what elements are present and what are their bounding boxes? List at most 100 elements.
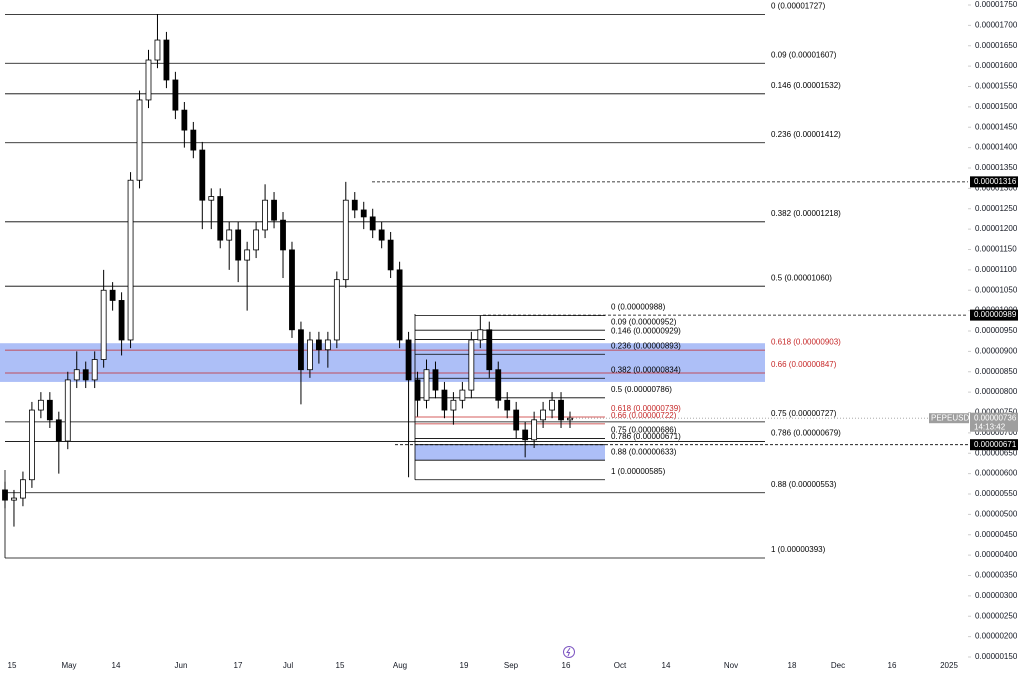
y-tick-label: 0.00001150 bbox=[975, 245, 1017, 254]
candle-body bbox=[342, 199, 349, 281]
zone bbox=[415, 444, 605, 461]
candle-body bbox=[298, 329, 304, 371]
candle-body bbox=[82, 369, 89, 381]
x-tick-label: 15 bbox=[336, 661, 345, 670]
y-tick-label: 0.00000400 bbox=[975, 550, 1018, 559]
y-tick-label: 0.00000350 bbox=[975, 571, 1018, 580]
y-tick-label: 0.00000650 bbox=[975, 448, 1018, 457]
price-box bbox=[970, 176, 1018, 188]
y-tick-label: 0.00001100 bbox=[975, 265, 1017, 274]
y-tick-label: 0.00001050 bbox=[975, 285, 1018, 294]
x-tick-label: 18 bbox=[788, 661, 797, 670]
fib-label: 0.786 (0.00000671) bbox=[611, 432, 681, 441]
candle-body bbox=[396, 269, 403, 341]
candle-body bbox=[172, 79, 179, 111]
candle-body bbox=[181, 109, 188, 131]
candle-body bbox=[2, 489, 8, 501]
fib-label: 0 (0.00001727) bbox=[771, 1, 826, 10]
fib-label: 0.618 (0.00000739) bbox=[611, 404, 681, 413]
candle-body bbox=[441, 389, 448, 411]
y-tick-label: 0.00001500 bbox=[975, 102, 1018, 111]
candle-body bbox=[37, 399, 44, 411]
candle-body bbox=[64, 379, 71, 442]
candle-body bbox=[11, 497, 17, 501]
fib-label: 0.382 (0.00001218) bbox=[771, 209, 841, 218]
y-tick-label: 0.00001250 bbox=[975, 204, 1018, 213]
candle-body bbox=[414, 379, 421, 401]
x-tick-label: May bbox=[61, 661, 76, 670]
y-tick-label: 0.00001350 bbox=[975, 163, 1018, 172]
fib-label: 0.88 (0.00000553) bbox=[771, 480, 837, 489]
y-tick-label: 0.00000700 bbox=[975, 428, 1018, 437]
candle-body bbox=[145, 59, 152, 101]
candle-body bbox=[190, 129, 197, 151]
fib-label: 0.5 (0.00000786) bbox=[611, 385, 672, 394]
y-tick-label: 0.00000450 bbox=[975, 530, 1018, 539]
fib-label: 0.5 (0.00001060) bbox=[771, 273, 832, 282]
candle-body bbox=[450, 399, 457, 411]
candle-body bbox=[136, 99, 143, 181]
x-tick-label: Sep bbox=[504, 661, 519, 670]
x-tick-label: 19 bbox=[460, 661, 469, 670]
candle-body bbox=[73, 369, 80, 381]
candle-body bbox=[468, 339, 475, 391]
candle-body bbox=[55, 419, 62, 442]
price-label: 0.00000989 bbox=[974, 310, 1017, 319]
candle-body bbox=[235, 229, 242, 261]
y-tick-label: 0.00000250 bbox=[975, 611, 1018, 620]
candle-body bbox=[360, 209, 367, 218]
candle-body bbox=[531, 419, 538, 441]
candle-body bbox=[118, 300, 125, 341]
fib-label: 0 (0.00000988) bbox=[611, 303, 666, 312]
candle-body bbox=[29, 409, 35, 481]
fib-label: 1 (0.00000585) bbox=[611, 467, 666, 476]
candle-body bbox=[369, 216, 376, 231]
y-tick-label: 0.00000150 bbox=[975, 652, 1018, 661]
y-tick-label: 0.00001600 bbox=[975, 61, 1018, 70]
x-tick-label: 17 bbox=[234, 661, 243, 670]
candle-body bbox=[513, 409, 520, 431]
y-tick-label: 0.00000200 bbox=[975, 632, 1018, 641]
x-tick-label: 2025 bbox=[940, 661, 958, 670]
symbol-box bbox=[929, 413, 969, 424]
y-tick-label: 0.00000550 bbox=[975, 489, 1018, 498]
y-tick-label: 0.00000800 bbox=[975, 387, 1018, 396]
candle-body bbox=[432, 369, 439, 391]
candle-body bbox=[522, 429, 529, 441]
x-tick-label: Nov bbox=[724, 661, 738, 670]
candle-body bbox=[217, 196, 224, 241]
candle-body bbox=[208, 196, 215, 201]
candle-body bbox=[280, 219, 286, 251]
candle-body bbox=[109, 289, 116, 301]
x-tick-label: Oct bbox=[614, 661, 627, 670]
y-tick-label: 0.00000600 bbox=[975, 469, 1018, 478]
candle-body bbox=[477, 329, 484, 341]
zone bbox=[0, 343, 765, 382]
candle-body bbox=[495, 369, 502, 401]
candle-body bbox=[459, 389, 466, 401]
candle-body bbox=[262, 199, 268, 231]
price-label: 0.00000671 bbox=[974, 440, 1017, 449]
y-tick-label: 0.00001750 bbox=[975, 0, 1018, 9]
lightning-icon[interactable] bbox=[563, 646, 575, 658]
candle-body bbox=[307, 339, 313, 371]
fib-label: 0.88 (0.00000633) bbox=[611, 447, 677, 456]
fib-label: 0.09 (0.00001607) bbox=[771, 50, 837, 59]
x-tick-label: Aug bbox=[393, 661, 407, 670]
y-tick-label: 0.00000850 bbox=[975, 367, 1018, 376]
candle-body bbox=[324, 339, 331, 351]
fib-label: 0.382 (0.00000834) bbox=[611, 365, 681, 374]
candle-body bbox=[46, 399, 53, 421]
y-tick-label: 0.00000500 bbox=[975, 509, 1018, 518]
y-tick-label: 0.00001700 bbox=[975, 20, 1018, 29]
price-box bbox=[970, 439, 1018, 451]
candle-body bbox=[387, 239, 394, 271]
y-tick-label: 0.00001450 bbox=[975, 122, 1018, 131]
y-tick-label: 0.00000750 bbox=[975, 408, 1018, 417]
fib-label: 0.146 (0.00000929) bbox=[611, 327, 681, 336]
symbol-label: PEPEUSDT bbox=[931, 413, 974, 422]
candle-body bbox=[549, 399, 555, 411]
candle-body bbox=[423, 369, 430, 401]
y-tick-label: 0.00000950 bbox=[975, 326, 1018, 335]
